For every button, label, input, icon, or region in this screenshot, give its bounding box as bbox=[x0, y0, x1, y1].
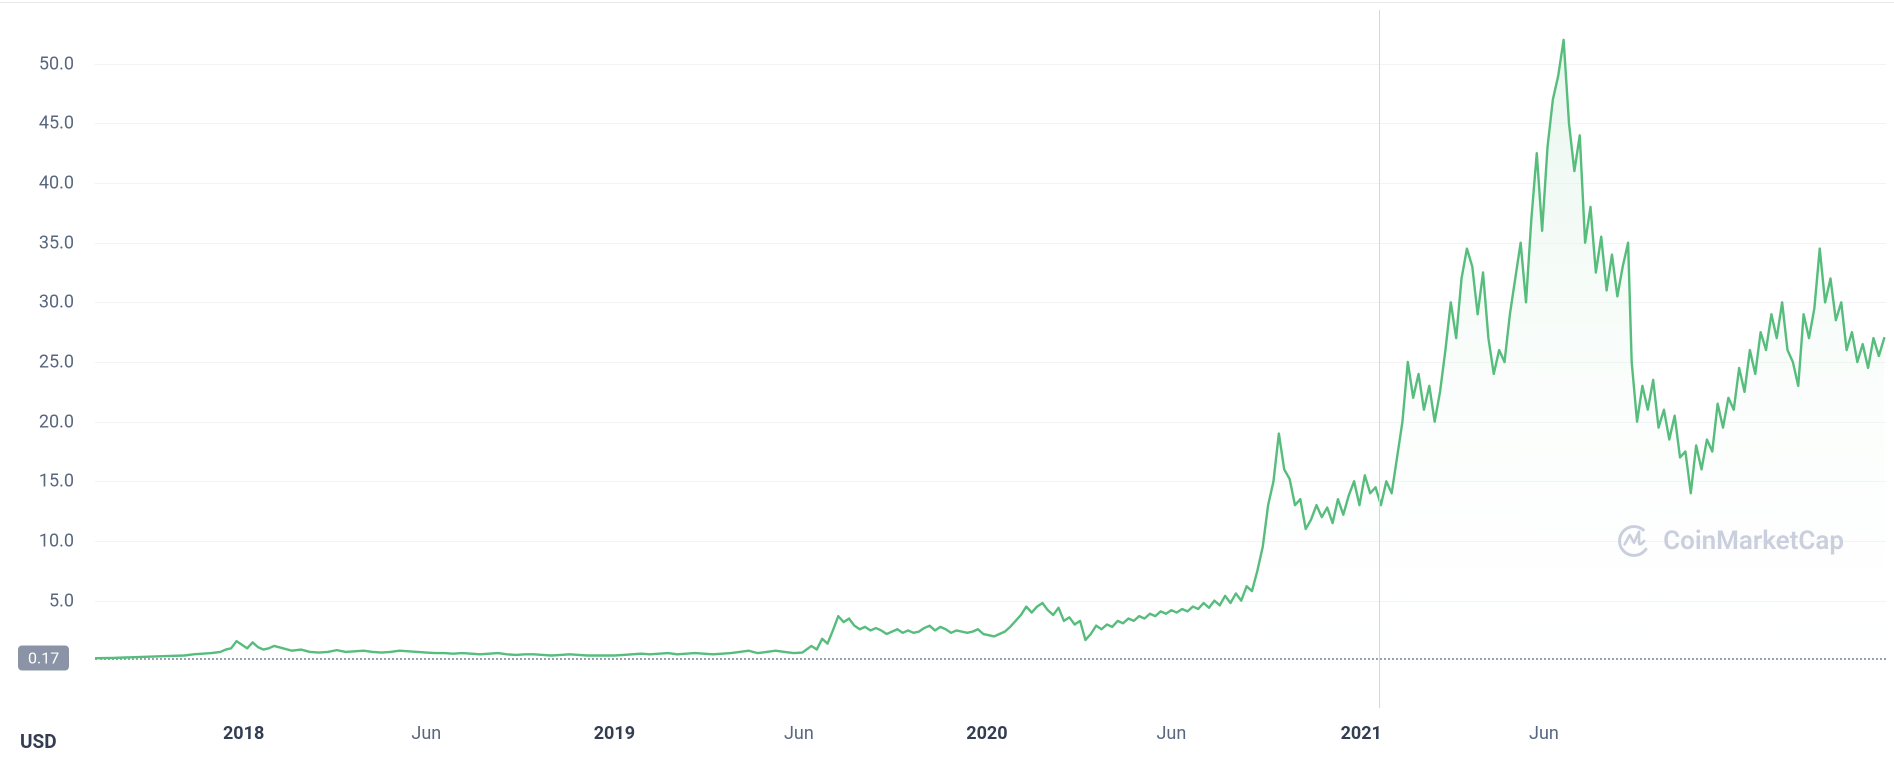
start-value-text: 0.17 bbox=[28, 649, 59, 668]
y-tick-label: 15.0 bbox=[14, 471, 74, 492]
x-tick-label: 2018 bbox=[223, 723, 264, 744]
y-tick-label: 10.0 bbox=[14, 530, 74, 551]
chart-fill bbox=[95, 40, 1884, 708]
y-tick-label: 30.0 bbox=[14, 292, 74, 313]
reference-vertical-line bbox=[1379, 10, 1380, 708]
y-tick-label: 35.0 bbox=[14, 232, 74, 253]
x-axis-group: 2018 Jun 2019 Jun 2020 Jun 2021 Jun bbox=[95, 723, 1886, 753]
x-tick-label: Jun bbox=[411, 723, 441, 744]
y-tick-label: 45.0 bbox=[14, 113, 74, 134]
chart-svg bbox=[95, 10, 1886, 708]
price-chart: 5.010.015.020.025.030.035.040.045.050.0 … bbox=[0, 0, 1894, 768]
y-tick-label: 25.0 bbox=[14, 351, 74, 372]
x-tick-label: Jun bbox=[1156, 723, 1186, 744]
top-border bbox=[0, 2, 1894, 3]
start-value-badge: 0.17 bbox=[18, 646, 69, 671]
x-tick-label: 2019 bbox=[594, 723, 635, 744]
plot-area[interactable] bbox=[95, 10, 1886, 708]
x-tick-label: 2020 bbox=[966, 723, 1007, 744]
currency-label: USD bbox=[20, 730, 57, 753]
y-tick-label: 20.0 bbox=[14, 411, 74, 432]
y-tick-label: 5.0 bbox=[14, 590, 74, 611]
x-tick-label: Jun bbox=[784, 723, 814, 744]
x-tick-label: 2021 bbox=[1341, 723, 1382, 744]
y-tick-label: 40.0 bbox=[14, 173, 74, 194]
x-tick-label: Jun bbox=[1529, 723, 1559, 744]
y-tick-label: 50.0 bbox=[14, 53, 74, 74]
